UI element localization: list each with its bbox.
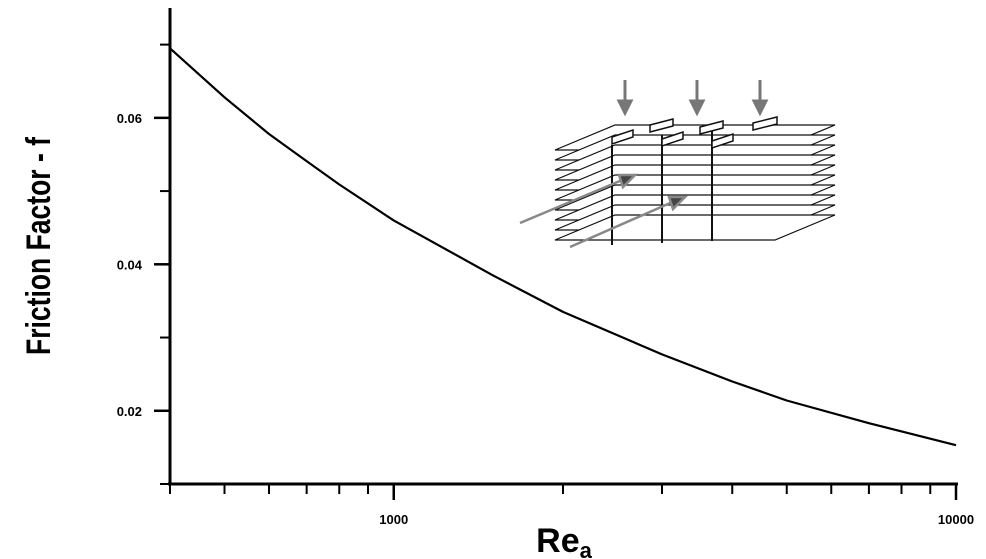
y-tick-label: 0.04	[117, 257, 143, 272]
down-arrows	[616, 80, 769, 117]
friction-factor-line	[169, 47, 957, 447]
x-axis-title-subscript: a	[580, 538, 593, 559]
x-ticks	[169, 484, 958, 500]
x-axis-title: Rea	[536, 522, 592, 559]
tube-ends	[611, 116, 778, 150]
y-tick-label: 0.06	[117, 111, 142, 126]
x-tick-label: 10000	[938, 512, 974, 527]
x-axis-title-main: Re	[536, 522, 579, 559]
fin-plates	[554, 124, 836, 241]
heat-exchanger-fin-diagram	[519, 80, 836, 249]
x-tick-labels: 1000 10000	[379, 512, 974, 527]
x-tick-label: 1000	[379, 512, 408, 527]
axes	[168, 8, 958, 486]
series-layer	[169, 47, 957, 447]
y-tick-labels: 0.02 0.04 0.06	[117, 111, 143, 419]
side-arrows	[519, 173, 689, 249]
y-tick-label: 0.02	[117, 404, 142, 419]
y-axis-title: Friction Factor - f	[20, 136, 58, 355]
y-ticks	[154, 43, 170, 485]
